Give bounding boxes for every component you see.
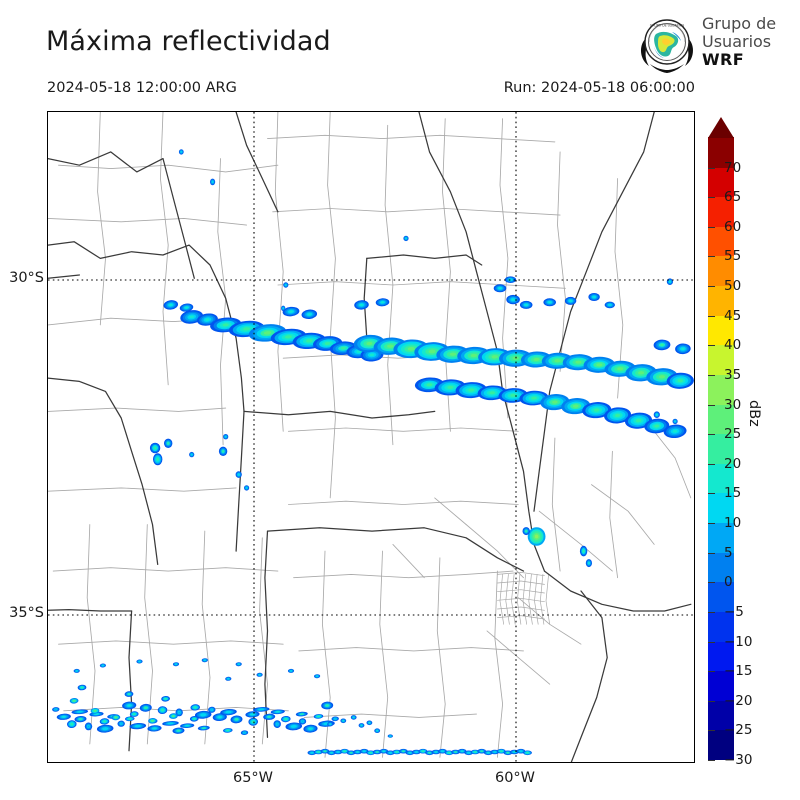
colorbar-label--30: −30 xyxy=(724,752,753,768)
colorbar-segment-1 xyxy=(708,699,734,731)
colorbar-label-35: 35 xyxy=(724,366,742,383)
page-title: Máxima reflectividad xyxy=(46,26,331,57)
colorbar-label-20: 20 xyxy=(724,455,742,472)
colorbar-tick--10 xyxy=(708,641,715,643)
colorbar-tick-55 xyxy=(708,256,715,258)
colorbar-tick-70 xyxy=(708,167,715,169)
colorbar-label--20: −20 xyxy=(724,692,753,709)
colorbar-segment-12 xyxy=(708,373,734,405)
y-tick-label-0: 30°S xyxy=(9,270,44,286)
colorbar-label-70: 70 xyxy=(724,159,742,176)
colorbar-segment-19 xyxy=(708,166,734,198)
colorbar-segment-2 xyxy=(708,669,734,701)
logo-line-1: Grupo de xyxy=(702,14,777,33)
colorbar-label--25: −25 xyxy=(724,722,753,739)
colorbar-tick-15 xyxy=(708,493,715,495)
reflectivity-echoes xyxy=(52,149,694,756)
subdivision-boundaries xyxy=(48,112,692,758)
colorbar-segment-17 xyxy=(708,225,734,257)
colorbar-label-45: 45 xyxy=(724,307,742,324)
colorbar-segment-8 xyxy=(708,492,734,524)
colorbar-segment-10 xyxy=(708,432,734,464)
lat-lon-gridlines xyxy=(48,112,694,762)
colorbar-tick-30 xyxy=(708,404,715,406)
colorbar-label-25: 25 xyxy=(724,426,742,443)
colorbar-segment-15 xyxy=(708,284,734,316)
colorbar-segment-18 xyxy=(708,195,734,227)
colorbar-segment-9 xyxy=(708,462,734,494)
colorbar-tick--5 xyxy=(708,611,715,613)
x-tick-label-0: 65°W xyxy=(232,770,274,786)
colorbar-tick-60 xyxy=(708,226,715,228)
colorbar-tick-10 xyxy=(708,523,715,525)
colorbar-label-10: 10 xyxy=(724,515,742,532)
colorbar-label-50: 50 xyxy=(724,278,742,295)
run-time-label: Run: 2024-05-18 06:00:00 xyxy=(503,80,695,96)
colorbar-unit-label: dBz xyxy=(746,400,762,427)
colorbar-segment-6 xyxy=(708,551,734,583)
colorbar-label--10: −10 xyxy=(724,633,753,650)
colorbar-segment-11 xyxy=(708,403,734,435)
colorbar-label-40: 40 xyxy=(724,337,742,354)
colorbar-tick--15 xyxy=(708,671,715,673)
x-tick-label-1: 60°W xyxy=(494,770,536,786)
colorbar-tick-0 xyxy=(708,582,715,584)
colorbar-label-60: 60 xyxy=(724,218,742,235)
colorbar-tick-45 xyxy=(708,315,715,317)
wrf-user-group-seal-icon: GRUPO DE USUARIOS xyxy=(640,19,694,73)
colorbar-tick--25 xyxy=(708,730,715,732)
colorbar-label-0: 0 xyxy=(724,574,733,591)
map-canvas xyxy=(48,112,694,762)
country-province-boundaries xyxy=(48,112,692,762)
colorbar-segment-3 xyxy=(708,640,734,672)
colorbar-label-5: 5 xyxy=(724,544,733,561)
map-plot-area[interactable] xyxy=(47,111,695,763)
colorbar-label--5: −5 xyxy=(724,603,744,620)
logo-line-3: WRF xyxy=(702,50,745,69)
colorbar-tick--30 xyxy=(708,760,715,761)
colorbar-tick-35 xyxy=(708,374,715,376)
colorbar-label--15: −15 xyxy=(724,663,753,680)
colorbar-segment-16 xyxy=(708,255,734,287)
colorbar-label-30: 30 xyxy=(724,396,742,413)
y-tick-label-1: 35°S xyxy=(9,605,44,621)
logo-line-2: Usuarios xyxy=(702,32,772,51)
colorbar-segment-0 xyxy=(708,729,734,760)
colorbar-tick-20 xyxy=(708,463,715,465)
colorbar-extend-arrow xyxy=(708,117,734,138)
colorbar-segment-13 xyxy=(708,343,734,375)
colorbar-segment-20 xyxy=(708,136,734,168)
valid-time-label: 2024-05-18 12:00:00 ARG xyxy=(47,80,237,96)
brand-logo-text: Grupo de Usuarios WRF xyxy=(702,15,776,69)
brand-logo: GRUPO DE USUARIOS Grupo de Usuarios WRF xyxy=(636,12,794,78)
colorbar-segment-7 xyxy=(708,521,734,553)
colorbar-segment-5 xyxy=(708,580,734,612)
colorbar-tick--20 xyxy=(708,700,715,702)
colorbar-tick-5 xyxy=(708,552,715,554)
colorbar-label-55: 55 xyxy=(724,248,742,265)
colorbar-tick-25 xyxy=(708,434,715,436)
colorbar-tick-50 xyxy=(708,286,715,288)
colorbar-tick-65 xyxy=(708,197,715,199)
colorbar-label-15: 15 xyxy=(724,485,742,502)
colorbar-tick-40 xyxy=(708,345,715,347)
colorbar-segment-14 xyxy=(708,314,734,346)
colorbar-segment-4 xyxy=(708,610,734,642)
svg-text:GRUPO DE USUARIOS: GRUPO DE USUARIOS xyxy=(650,24,685,28)
colorbar-label-65: 65 xyxy=(724,189,742,206)
